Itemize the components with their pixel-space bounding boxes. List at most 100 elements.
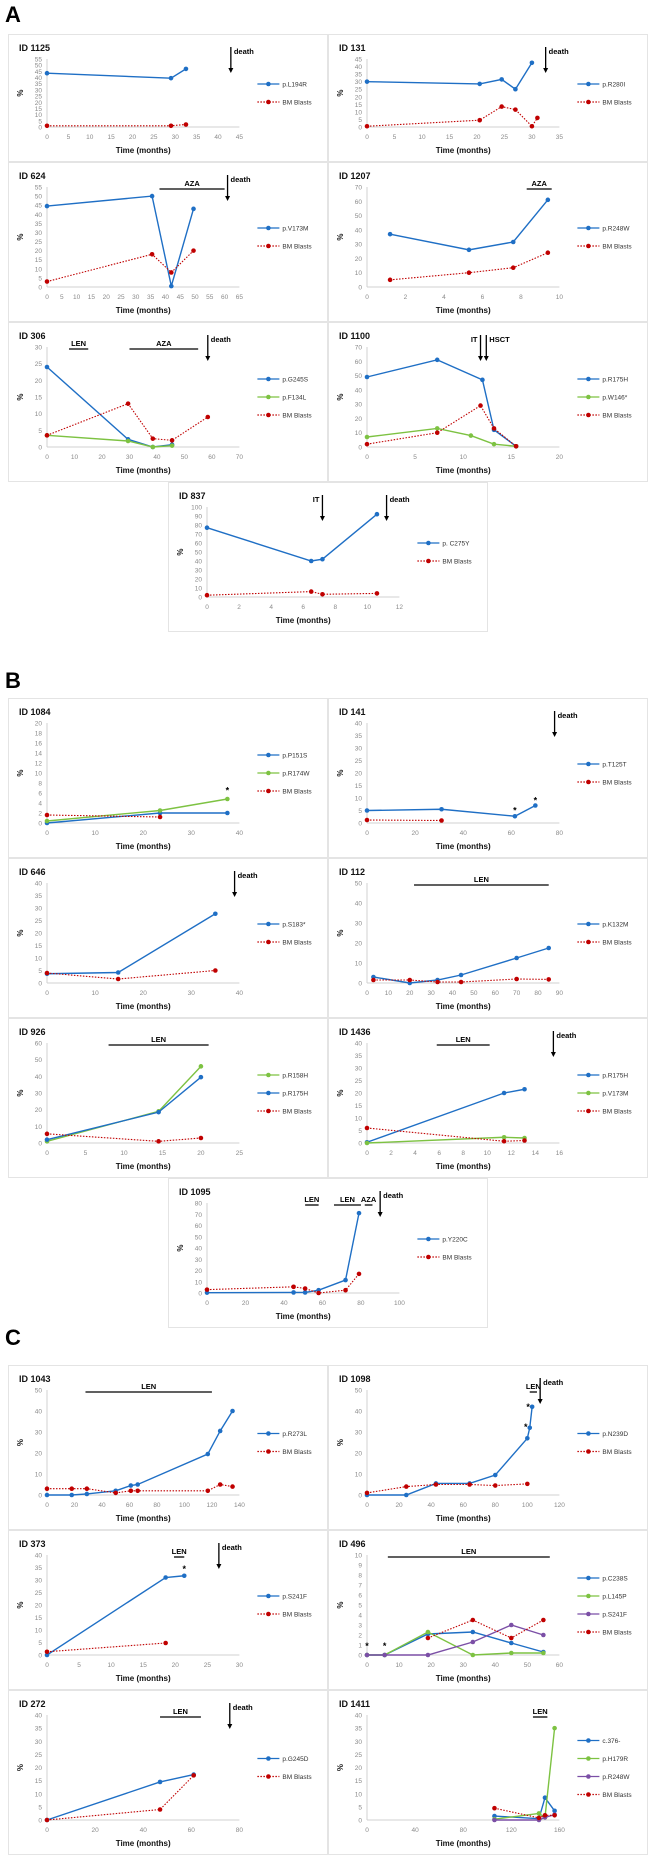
y-tick-label: 40 (35, 881, 43, 888)
legend-marker (586, 376, 591, 382)
y-tick-label: 70 (355, 345, 363, 352)
event-label: death (390, 495, 410, 504)
x-tick-label: 45 (177, 294, 185, 301)
x-tick-label: 60 (126, 1502, 134, 1509)
data-point (183, 66, 189, 72)
legend-marker (266, 99, 271, 105)
y-tick-label: 50 (35, 1057, 43, 1064)
legend-marker (586, 1792, 591, 1797)
data-point (364, 1125, 370, 1131)
data-point (374, 591, 380, 596)
x-tick-label: 10 (108, 1662, 116, 1669)
y-tick-label: 0 (358, 1653, 362, 1660)
data-point (156, 1139, 161, 1144)
y-tick-label: 10 (35, 1472, 43, 1479)
x-tick-label: 20 (172, 1662, 180, 1669)
treatment-label: LEN (340, 1195, 355, 1204)
significance-star: * (513, 806, 517, 816)
arrow-head-icon (552, 732, 558, 737)
data-point (499, 104, 504, 109)
x-tick-label: 80 (153, 1502, 161, 1509)
patient-id: ID 624 (19, 171, 46, 181)
chart-panel: ID 1043 0 10 20 30 40 50 0 20 40 60 80 100 120 140 Time… (8, 1365, 328, 1530)
data-point (163, 1640, 168, 1646)
legend-marker (266, 1593, 271, 1599)
x-axis-title: Time (months) (276, 1312, 331, 1321)
data-point (308, 558, 314, 564)
x-tick-label: 140 (234, 1502, 245, 1509)
data-point (168, 75, 174, 81)
y-tick-label: 20 (195, 577, 203, 584)
x-tick-label: 25 (236, 1150, 244, 1157)
y-tick-label: 30 (35, 1430, 43, 1437)
legend-marker (266, 1611, 271, 1617)
series-line (366, 1127, 525, 1142)
event-label: death (383, 1191, 403, 1200)
y-tick-label: 30 (355, 1739, 363, 1746)
x-tick-label: 20 (395, 1502, 403, 1509)
x-tick-label: 10 (364, 604, 372, 611)
chart-panel: ID 646 0 5 10 15 20 25 30 35 40 0 10 20 30 40 Time (mon… (8, 858, 328, 1018)
y-tick-label: 10 (35, 1628, 43, 1635)
legend-marker (586, 939, 591, 945)
data-point (513, 107, 518, 112)
legend-marker (266, 1449, 271, 1454)
chart-panel: ID 1084 0 2 4 6 8 10 12 14 16 18 20 0 10 20 30 40 Time (m… (8, 698, 328, 858)
series-line (373, 978, 549, 983)
data-point (343, 1277, 348, 1283)
y-tick-label: 10 (35, 956, 43, 963)
legend-label: p.G245D (282, 1756, 308, 1763)
legend-marker (266, 81, 271, 87)
y-tick-label: 30 (355, 921, 363, 928)
x-tick-label: 80 (556, 830, 564, 837)
legend-marker (266, 376, 271, 382)
x-tick-label: 30 (460, 1662, 468, 1669)
event-label: IT (313, 495, 320, 504)
legend-label: BM Blasts (282, 1109, 312, 1116)
legend-marker (266, 921, 271, 927)
data-point (434, 426, 440, 431)
series-line (206, 1212, 360, 1294)
data-point (205, 414, 211, 420)
chart-panel: ID 624 0 5 10 15 20 25 30 35 40 45 50 55 0 5 10 15 20 25 30… (8, 162, 328, 322)
patient-id: ID 141 (339, 707, 366, 717)
series-line (366, 1136, 525, 1144)
y-tick-label: 7 (358, 1583, 362, 1590)
x-tick-label: 30 (528, 134, 536, 141)
y-tick-label: 30 (35, 1091, 43, 1098)
x-tick-label: 0 (45, 1150, 49, 1157)
treatment-label: AZA (361, 1195, 377, 1204)
legend-label: p.R280I (602, 82, 625, 89)
chart-panel: ID 1125 0 5 10 15 20 25 30 35 40 45 50 55 0 5 10 15 20 25 3… (8, 34, 328, 162)
legend-label: BM Blasts (442, 559, 472, 566)
data-point (425, 1629, 431, 1635)
y-tick-label: 15 (35, 106, 43, 113)
y-axis-title: % (336, 1439, 345, 1446)
legend-marker (266, 752, 271, 758)
data-point (364, 123, 370, 129)
event-label: death (556, 1031, 576, 1040)
y-axis-title: % (16, 929, 25, 936)
event-label: death (231, 175, 251, 184)
legend-marker (586, 1756, 591, 1761)
y-tick-label: 2 (358, 1633, 362, 1640)
y-tick-label: 15 (35, 1778, 43, 1785)
x-tick-label: 60 (492, 990, 500, 997)
data-point (525, 1481, 530, 1487)
x-tick-label: 120 (506, 1827, 517, 1834)
chart-svg: 0 5 10 15 20 25 30 35 40 0 40 80 120 160 Time (months)… (336, 1707, 632, 1848)
legend-marker (426, 558, 431, 564)
x-tick-label: 90 (556, 990, 564, 997)
y-tick-label: 10 (35, 771, 43, 778)
legend-label: p.K132M (602, 922, 628, 929)
y-tick-label: 15 (355, 1103, 363, 1110)
data-point (163, 1575, 168, 1580)
y-tick-label: 70 (355, 185, 363, 192)
y-tick-label: 15 (35, 257, 43, 264)
data-point (191, 206, 196, 212)
legend-label: p.G245S (282, 377, 308, 384)
patient-id: ID 1436 (339, 1027, 371, 1037)
x-tick-label: 5 (84, 1150, 88, 1157)
event-label: death (238, 871, 258, 880)
